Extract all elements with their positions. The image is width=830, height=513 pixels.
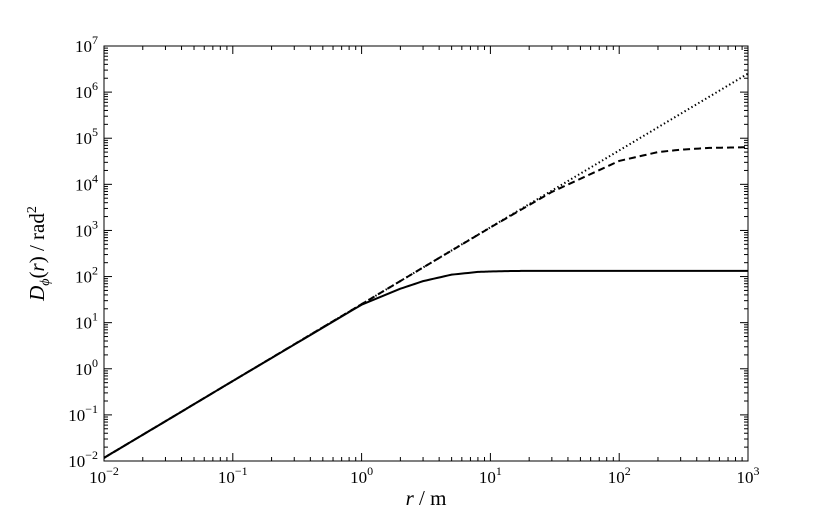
y-tick-label: 101 <box>75 310 98 333</box>
y-tick-exponent: 1 <box>92 310 98 324</box>
y-tick-exponent: 2 <box>92 264 98 278</box>
y-tick-base: 10 <box>75 175 92 194</box>
x-tick-label: 102 <box>608 464 631 487</box>
x-tick-base: 10 <box>218 468 235 487</box>
x-axis-unit: / m <box>414 486 447 510</box>
y-axis-superscript: 2 <box>25 206 40 213</box>
y-tick-label: 104 <box>75 171 98 194</box>
x-tick-label: 10−1 <box>218 464 248 487</box>
y-axis-subscript: ϕ <box>38 278 53 285</box>
plot-frame <box>103 45 749 462</box>
y-tick-label: 107 <box>75 33 98 56</box>
y-tick-base: 10 <box>75 37 92 56</box>
y-tick-label: 10−1 <box>68 402 98 425</box>
x-tick-exponent: 0 <box>367 464 373 478</box>
y-axis-symbol: D <box>25 286 49 302</box>
x-tick-exponent: −2 <box>106 464 119 478</box>
y-tick-base: 10 <box>75 221 92 240</box>
x-tick-exponent: 1 <box>496 464 502 478</box>
x-tick-label: 101 <box>479 464 502 487</box>
y-tick-exponent: 6 <box>92 79 98 93</box>
y-axis-open-paren: ( <box>25 271 49 278</box>
x-axis-label: r / m <box>406 486 447 510</box>
y-tick-label: 100 <box>75 356 98 379</box>
x-tick-exponent: 3 <box>754 464 760 478</box>
x-tick-base: 10 <box>350 468 367 487</box>
x-tick-label: 100 <box>350 464 373 487</box>
x-tick-exponent: 2 <box>625 464 631 478</box>
y-tick-exponent: 3 <box>92 217 98 231</box>
y-tick-base: 10 <box>75 83 92 102</box>
x-tick-base: 10 <box>479 468 496 487</box>
x-tick-label: 10−2 <box>89 464 119 487</box>
x-axis-variable: r <box>406 486 415 510</box>
y-tick-label: 106 <box>75 79 98 102</box>
y-tick-exponent: 7 <box>92 33 98 47</box>
y-tick-exponent: 0 <box>92 356 98 370</box>
y-tick-base: 10 <box>68 452 85 471</box>
series-solid-line <box>104 269 748 459</box>
y-tick-base: 10 <box>68 406 85 425</box>
y-tick-exponent: −1 <box>85 402 98 416</box>
y-tick-exponent: −2 <box>85 448 98 462</box>
x-tick-base: 10 <box>608 468 625 487</box>
y-tick-base: 10 <box>75 268 92 287</box>
y-tick-exponent: 5 <box>92 125 98 139</box>
y-tick-base: 10 <box>75 360 92 379</box>
y-axis-unit: ) / rad <box>25 213 49 264</box>
x-tick-base: 10 <box>737 468 754 487</box>
y-tick-base: 10 <box>75 314 92 333</box>
y-tick-label: 102 <box>75 264 98 287</box>
y-axis-argument: r <box>25 262 49 271</box>
y-tick-base: 10 <box>75 129 92 148</box>
x-tick-base: 10 <box>89 468 106 487</box>
y-tick-label: 105 <box>75 125 98 148</box>
y-tick-label: 10−2 <box>68 448 98 471</box>
y-tick-label: 103 <box>75 217 98 240</box>
y-axis-label: Dϕ(r) / rad2 <box>25 206 53 302</box>
series-dotted-line <box>104 72 748 459</box>
series-dashed-line <box>104 146 748 459</box>
y-tick-exponent: 4 <box>92 171 98 185</box>
x-tick-exponent: −1 <box>235 464 248 478</box>
x-tick-label: 103 <box>737 464 760 487</box>
